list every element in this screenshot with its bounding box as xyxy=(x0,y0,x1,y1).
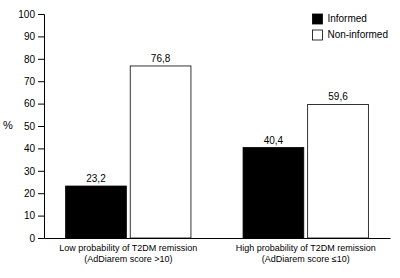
y-tick-label: 70 xyxy=(24,76,36,87)
y-tick: 10 xyxy=(24,210,44,221)
y-axis-title: % xyxy=(3,119,13,131)
bars xyxy=(66,66,369,238)
y-tick: 0 xyxy=(29,233,44,244)
x-tick-label-line: High probability of T2DM remission xyxy=(236,243,376,253)
legend-swatch xyxy=(312,30,322,40)
chart-container: 0 10 20 30 40 50 60 70 80 90 100% Low probability o… xyxy=(0,0,400,278)
chart-svg: 0 10 20 30 40 50 60 70 80 90 100% Low probability o… xyxy=(0,0,400,278)
data-label: 23,2 xyxy=(86,173,106,184)
y-tick-label: 40 xyxy=(24,143,36,154)
plot-area: 0 10 20 30 40 50 60 70 80 90 100% Low probability o… xyxy=(3,9,390,264)
y-tick-label: 10 xyxy=(24,210,36,221)
y-tick-label: 80 xyxy=(24,54,36,65)
y-tick-label: 100 xyxy=(18,9,35,20)
bar xyxy=(66,186,127,238)
legend-item: Informed xyxy=(312,13,366,24)
y-tick: 30 xyxy=(24,166,44,177)
y-tick-label: 50 xyxy=(24,121,36,132)
y-tick-line xyxy=(38,104,44,105)
y-tick: 60 xyxy=(24,98,44,109)
y-tick-line xyxy=(38,14,44,15)
legend-label: Non-informed xyxy=(327,29,388,40)
x-tick-label-line: (AdDiarem score ≤10) xyxy=(262,254,350,264)
y-tick: 40 xyxy=(24,143,44,154)
y-tick-line xyxy=(38,238,44,239)
bar xyxy=(308,104,369,238)
data-labels: 23,2 40,4 76,8 59,6 xyxy=(86,53,348,184)
y-tick-label: 60 xyxy=(24,98,36,109)
y-tick-line xyxy=(38,59,44,60)
y-tick-line xyxy=(38,216,44,217)
y-tick-line xyxy=(38,193,44,194)
data-label: 59,6 xyxy=(328,91,348,102)
data-label: 40,4 xyxy=(264,135,284,146)
y-tick-label: 0 xyxy=(29,233,35,244)
y-tick-line xyxy=(38,36,44,37)
y-tick-line xyxy=(38,148,44,149)
y-axis: 0 10 20 30 40 50 60 70 80 90 100 xyxy=(18,9,44,244)
bar-series xyxy=(130,66,368,238)
bar xyxy=(243,148,304,238)
y-tick-line xyxy=(38,81,44,82)
x-axis: Low probability of T2DM remission(AdDiar… xyxy=(45,238,391,264)
legend-swatch xyxy=(312,14,322,24)
y-tick-label: 20 xyxy=(24,188,36,199)
x-tick-label: Low probability of T2DM remission(AdDiar… xyxy=(59,243,197,264)
bar xyxy=(130,66,191,238)
x-tick-label-line: Low probability of T2DM remission xyxy=(59,243,197,253)
legend-label: Informed xyxy=(327,13,366,24)
y-tick-line xyxy=(38,171,44,172)
y-tick: 80 xyxy=(24,54,44,65)
y-tick-label: 30 xyxy=(24,166,36,177)
x-axis-line xyxy=(45,238,391,239)
x-tick-label: High probability of T2DM remission(AdDia… xyxy=(236,243,376,264)
y-tick: 50 xyxy=(24,121,44,132)
y-tick-line xyxy=(38,126,44,127)
x-tick: Low probability of T2DM remission(AdDiar… xyxy=(59,238,197,264)
x-tick: High probability of T2DM remission(AdDia… xyxy=(236,238,376,264)
x-tick-label-line: (AdDiarem score >10) xyxy=(84,254,172,264)
y-tick: 70 xyxy=(24,76,44,87)
y-tick: 20 xyxy=(24,188,44,199)
y-tick-label: 90 xyxy=(24,31,36,42)
y-tick: 90 xyxy=(24,31,44,42)
y-tick: 100 xyxy=(18,9,44,20)
data-label: 76,8 xyxy=(151,53,171,64)
y-axis-line xyxy=(38,15,45,239)
legend: Informed Non-informed xyxy=(312,13,388,40)
legend-item: Non-informed xyxy=(312,29,388,40)
